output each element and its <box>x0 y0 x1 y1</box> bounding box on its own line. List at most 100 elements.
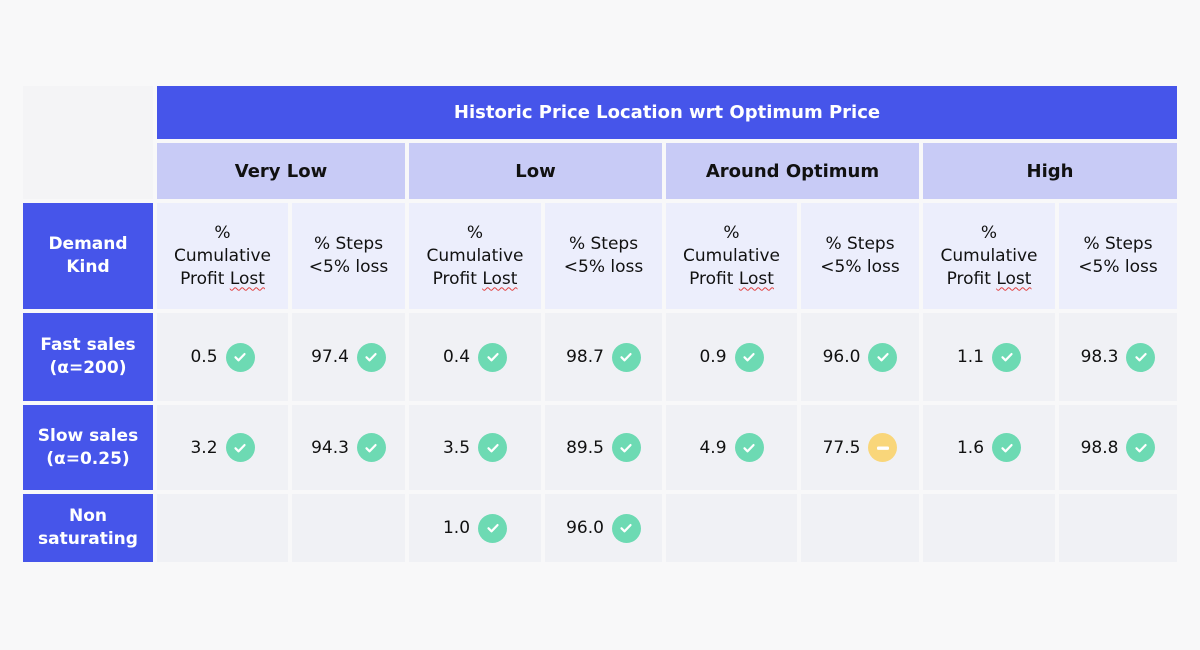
subheader-line: Cumulative <box>426 245 524 266</box>
subheader-line: % <box>980 222 998 243</box>
cell-value: 3.2 <box>190 437 218 458</box>
row-label-line: (α=0.25) <box>46 448 130 469</box>
row-label: Non saturating <box>23 494 153 562</box>
table-cell: 96.0 <box>801 313 919 401</box>
check-circle-icon <box>1126 433 1156 462</box>
cell-value: 94.3 <box>311 437 349 458</box>
table-cell: 1.0 <box>409 494 541 562</box>
table-cell: 97.4 <box>292 313 405 401</box>
table-cell: 98.7 <box>545 313 662 401</box>
subheader-line: <5% loss <box>308 257 389 277</box>
table-cell: 1.6 <box>923 405 1055 490</box>
subheader-steps-under-5pct-loss: % Steps <5% loss <box>292 203 405 309</box>
subheader-word: Profit <box>180 268 230 289</box>
subheader-word-spellcheck: Lost <box>482 268 518 289</box>
table-cell <box>292 494 405 562</box>
subheader-cumulative-profit-lost: % Cumulative Profit Lost <box>923 203 1055 309</box>
cell-value: 98.3 <box>1080 347 1119 367</box>
cell-value: 89.5 <box>566 437 604 458</box>
subheader-cumulative-profit-lost: % Cumulative Profit Lost <box>666 203 797 309</box>
subheader-line: % <box>466 222 484 243</box>
group-header-around-optimum: Around Optimum <box>666 143 919 199</box>
cell-value: 0.9 <box>699 347 727 367</box>
check-circle-icon <box>478 342 508 372</box>
row-label-line: Slow sales <box>37 425 139 446</box>
subheader-line: <5% loss <box>563 257 644 277</box>
group-header-low: Low <box>409 143 662 199</box>
row-label-line: saturating <box>38 529 138 549</box>
cell-value: 98.7 <box>566 347 604 367</box>
subheader-word: Profit <box>432 268 483 289</box>
table-cell: 0.4 <box>409 313 541 401</box>
table-cell <box>1059 494 1177 562</box>
cell-value: 0.4 <box>442 347 471 367</box>
subheader-line: % Steps <box>825 234 895 254</box>
cell-value: 98.8 <box>1080 437 1119 458</box>
subheader-line: Cumulative <box>940 245 1038 266</box>
table-cell: 3.5 <box>409 405 541 490</box>
check-circle-icon <box>734 342 764 372</box>
row-label-line: Fast sales <box>40 335 136 355</box>
subheader-line: <5% loss <box>1078 257 1158 277</box>
subheader-line: Profit Lost <box>426 268 523 291</box>
cell-value: 96.0 <box>566 518 604 538</box>
check-circle-icon <box>611 433 641 462</box>
check-circle-icon <box>225 342 255 372</box>
subheader-line: Cumulative <box>173 245 272 266</box>
table-cell: 4.9 <box>666 405 797 490</box>
subheader-word-spellcheck: Lost <box>996 268 1032 289</box>
table-cell: 0.9 <box>666 313 797 401</box>
subheader-word-spellcheck: Lost <box>229 268 265 289</box>
check-circle-icon <box>478 513 508 543</box>
row-header-label: Demand Kind <box>23 203 153 309</box>
subheader-cumulative-profit-lost: % Cumulative Profit Lost <box>409 203 541 309</box>
row-label-line: Non <box>68 506 107 526</box>
subheader-word-spellcheck: Lost <box>738 268 774 289</box>
cell-value: 1.0 <box>442 518 471 538</box>
cell-value: 3.5 <box>442 437 471 458</box>
subheader-line: Cumulative <box>682 245 781 266</box>
table-cell: 89.5 <box>545 405 662 490</box>
check-circle-icon <box>356 342 386 372</box>
table-cell: 96.0 <box>545 494 662 562</box>
group-header-high: High <box>923 143 1177 199</box>
table-cell <box>157 494 288 562</box>
subheader-line: % <box>214 222 231 243</box>
subheader-steps-under-5pct-loss: % Steps <5% loss <box>1059 203 1177 309</box>
row-label: Fast sales (α=200) <box>23 313 153 401</box>
table-cell: 3.2 <box>157 405 288 490</box>
check-circle-icon <box>478 433 508 462</box>
table-title: Historic Price Location wrt Optimum Pric… <box>157 86 1177 139</box>
cell-value: 97.4 <box>311 347 349 367</box>
subheader-word: Profit <box>946 268 997 289</box>
subheader-steps-under-5pct-loss: % Steps <5% loss <box>801 203 919 309</box>
subheader-line: <5% loss <box>820 257 900 277</box>
subheader-line: % Steps <box>568 234 639 254</box>
subheader-line: Profit Lost <box>940 268 1037 291</box>
subheader-steps-under-5pct-loss: % Steps <5% loss <box>545 203 662 309</box>
check-circle-icon <box>611 342 641 372</box>
table-cell <box>666 494 797 562</box>
table-cell: 98.8 <box>1059 405 1177 490</box>
table-cell: 0.5 <box>157 313 288 401</box>
check-circle-icon <box>734 433 764 462</box>
subheader-line: Profit Lost <box>683 268 780 291</box>
table-cell: 98.3 <box>1059 313 1177 401</box>
subheader-line: % Steps <box>313 234 384 254</box>
check-circle-icon <box>868 342 898 372</box>
table-cell <box>923 494 1055 562</box>
table-cell: 77.5 <box>801 405 919 490</box>
cell-value: 0.5 <box>190 347 218 367</box>
check-circle-icon <box>992 433 1022 462</box>
subheader-cumulative-profit-lost: % Cumulative Profit Lost <box>157 203 288 309</box>
table-cell <box>801 494 919 562</box>
cell-value: 1.6 <box>956 437 985 458</box>
check-circle-icon <box>611 513 641 543</box>
minus-circle-icon <box>868 433 898 462</box>
subheader-line: % <box>723 222 740 243</box>
cell-value: 96.0 <box>822 347 861 367</box>
group-header-very-low: Very Low <box>157 143 405 199</box>
check-circle-icon <box>1126 342 1156 372</box>
check-circle-icon <box>992 342 1022 372</box>
subheader-word: Profit <box>689 268 739 289</box>
